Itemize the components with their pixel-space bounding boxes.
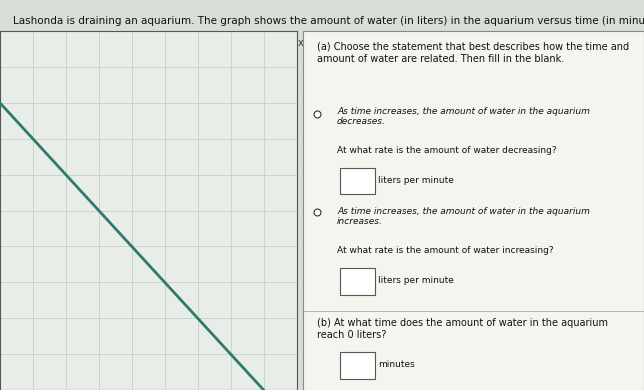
Text: (a) Choose the statement that best describes how the time and
amount of water ar: (a) Choose the statement that best descr… [317, 42, 629, 64]
Text: As time increases, the amount of water in the aquarium
decreases.: As time increases, the amount of water i… [337, 106, 590, 126]
FancyBboxPatch shape [341, 268, 375, 295]
Text: Lashonda is draining an aquarium. The graph shows the amount of water (in liters: Lashonda is draining an aquarium. The gr… [13, 16, 644, 26]
Text: At what rate is the amount of water decreasing?: At what rate is the amount of water decr… [337, 146, 556, 155]
Text: (b) At what time does the amount of water in the aquarium
reach 0 liters?: (b) At what time does the amount of wate… [317, 318, 607, 340]
Text: x: x [298, 38, 304, 48]
FancyBboxPatch shape [341, 352, 375, 379]
FancyBboxPatch shape [341, 168, 375, 195]
Text: As time increases, the amount of water in the aquarium
increases.: As time increases, the amount of water i… [337, 207, 590, 227]
Text: minutes: minutes [378, 360, 415, 369]
FancyBboxPatch shape [303, 31, 644, 390]
Text: liters per minute: liters per minute [378, 176, 454, 184]
Text: At what rate is the amount of water increasing?: At what rate is the amount of water incr… [337, 246, 554, 255]
Text: liters per minute: liters per minute [378, 276, 454, 285]
